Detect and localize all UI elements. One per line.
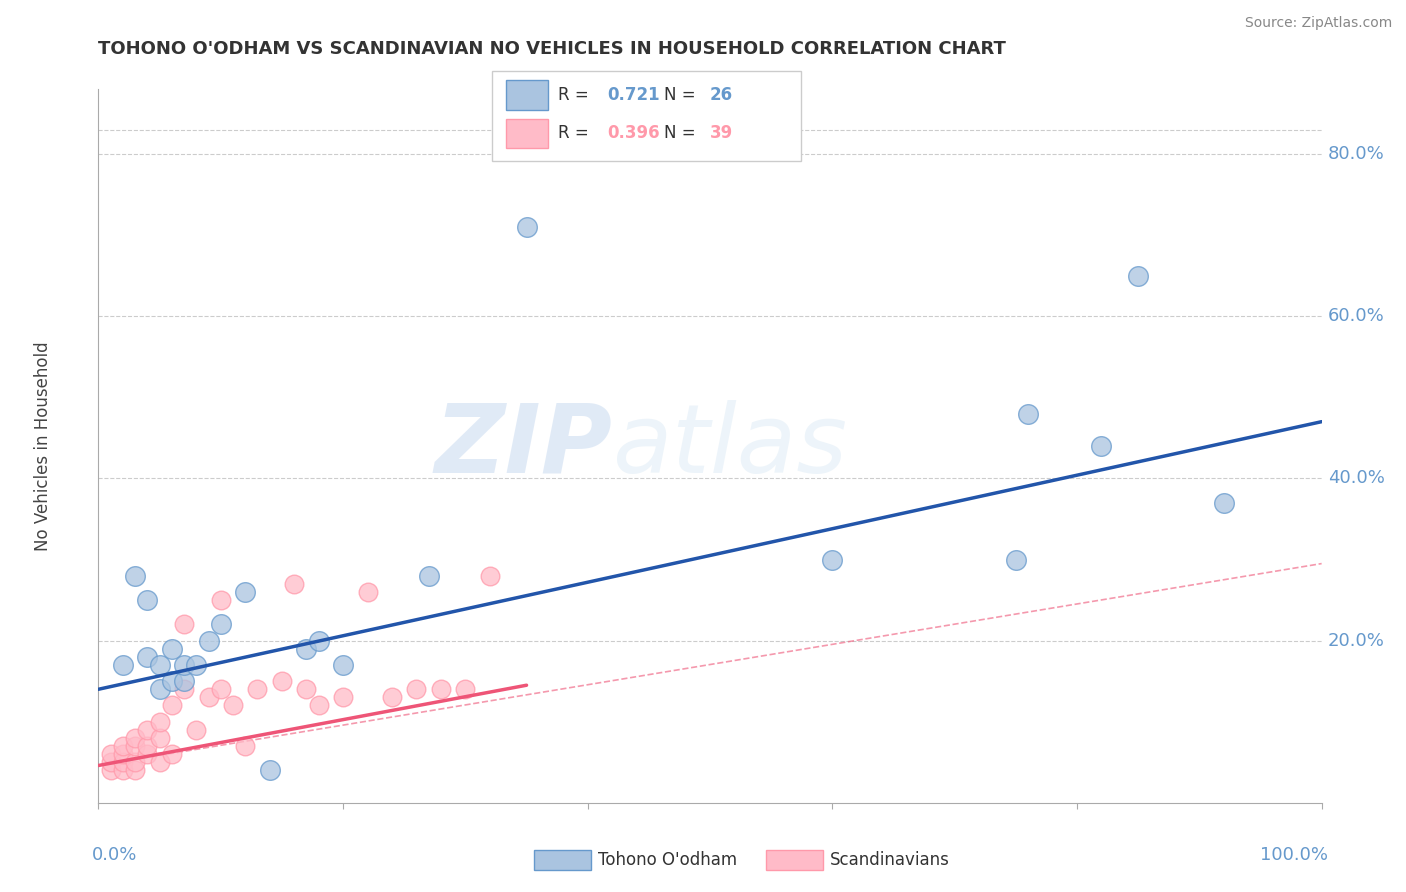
Point	[1212, 496, 1234, 510]
Point	[1004, 552, 1026, 566]
Point	[160, 674, 183, 689]
Point	[295, 682, 318, 697]
Point	[270, 674, 294, 689]
Point	[111, 764, 134, 778]
Point	[136, 723, 159, 737]
Point	[186, 657, 208, 672]
Point	[454, 682, 477, 697]
Point	[222, 698, 245, 713]
Text: 40.0%: 40.0%	[1327, 469, 1385, 487]
Point	[149, 657, 172, 672]
Point	[283, 577, 305, 591]
Text: 0.396: 0.396	[607, 124, 659, 142]
Point	[430, 682, 453, 697]
Point	[515, 220, 537, 235]
Point	[295, 641, 318, 656]
Text: Tohono O'odham: Tohono O'odham	[598, 851, 737, 869]
Point	[149, 731, 172, 745]
Point	[233, 585, 256, 599]
Point	[100, 764, 122, 778]
Point	[136, 739, 159, 753]
Point	[356, 585, 378, 599]
Point	[173, 657, 195, 672]
Text: ZIP: ZIP	[434, 400, 612, 492]
Point	[111, 756, 134, 770]
Text: 39: 39	[710, 124, 734, 142]
Text: N =: N =	[664, 86, 700, 103]
Point	[308, 633, 330, 648]
Point	[149, 714, 172, 729]
Point	[136, 593, 159, 607]
Point	[1090, 439, 1112, 453]
Point	[1128, 268, 1150, 283]
Point	[124, 739, 146, 753]
Point	[149, 756, 172, 770]
Point	[124, 764, 146, 778]
Point	[209, 682, 232, 697]
Point	[405, 682, 427, 697]
Point	[124, 568, 146, 582]
Point	[124, 731, 146, 745]
Text: Scandinavians: Scandinavians	[830, 851, 949, 869]
Point	[418, 568, 440, 582]
Text: N =: N =	[664, 124, 700, 142]
Point	[111, 739, 134, 753]
Point	[100, 756, 122, 770]
Point	[246, 682, 269, 697]
Point	[478, 568, 501, 582]
Text: 0.0%: 0.0%	[93, 846, 138, 863]
Point	[136, 649, 159, 664]
Point	[259, 764, 281, 778]
Point	[186, 723, 208, 737]
Point	[197, 690, 219, 705]
Text: No Vehicles in Household: No Vehicles in Household	[34, 341, 52, 551]
Text: 26: 26	[710, 86, 733, 103]
Point	[381, 690, 404, 705]
Point	[209, 593, 232, 607]
Point	[308, 698, 330, 713]
Point	[160, 641, 183, 656]
Point	[332, 690, 354, 705]
Text: TOHONO O'ODHAM VS SCANDINAVIAN NO VEHICLES IN HOUSEHOLD CORRELATION CHART: TOHONO O'ODHAM VS SCANDINAVIAN NO VEHICL…	[98, 40, 1007, 58]
Point	[332, 657, 354, 672]
Point	[136, 747, 159, 761]
Text: 0.721: 0.721	[607, 86, 659, 103]
Point	[1017, 407, 1039, 421]
Point	[160, 698, 183, 713]
Text: 100.0%: 100.0%	[1260, 846, 1327, 863]
Point	[160, 747, 183, 761]
Point	[173, 682, 195, 697]
Point	[100, 747, 122, 761]
Point	[209, 617, 232, 632]
Point	[233, 739, 256, 753]
Text: atlas: atlas	[612, 400, 848, 492]
Text: Source: ZipAtlas.com: Source: ZipAtlas.com	[1244, 16, 1392, 29]
Point	[197, 633, 219, 648]
Text: R =: R =	[558, 124, 595, 142]
Text: 80.0%: 80.0%	[1327, 145, 1385, 163]
Text: 60.0%: 60.0%	[1327, 307, 1385, 326]
Point	[173, 674, 195, 689]
Point	[149, 682, 172, 697]
Point	[111, 657, 134, 672]
Point	[821, 552, 844, 566]
Point	[124, 756, 146, 770]
Text: R =: R =	[558, 86, 595, 103]
Text: 20.0%: 20.0%	[1327, 632, 1385, 649]
Point	[173, 617, 195, 632]
Point	[111, 747, 134, 761]
